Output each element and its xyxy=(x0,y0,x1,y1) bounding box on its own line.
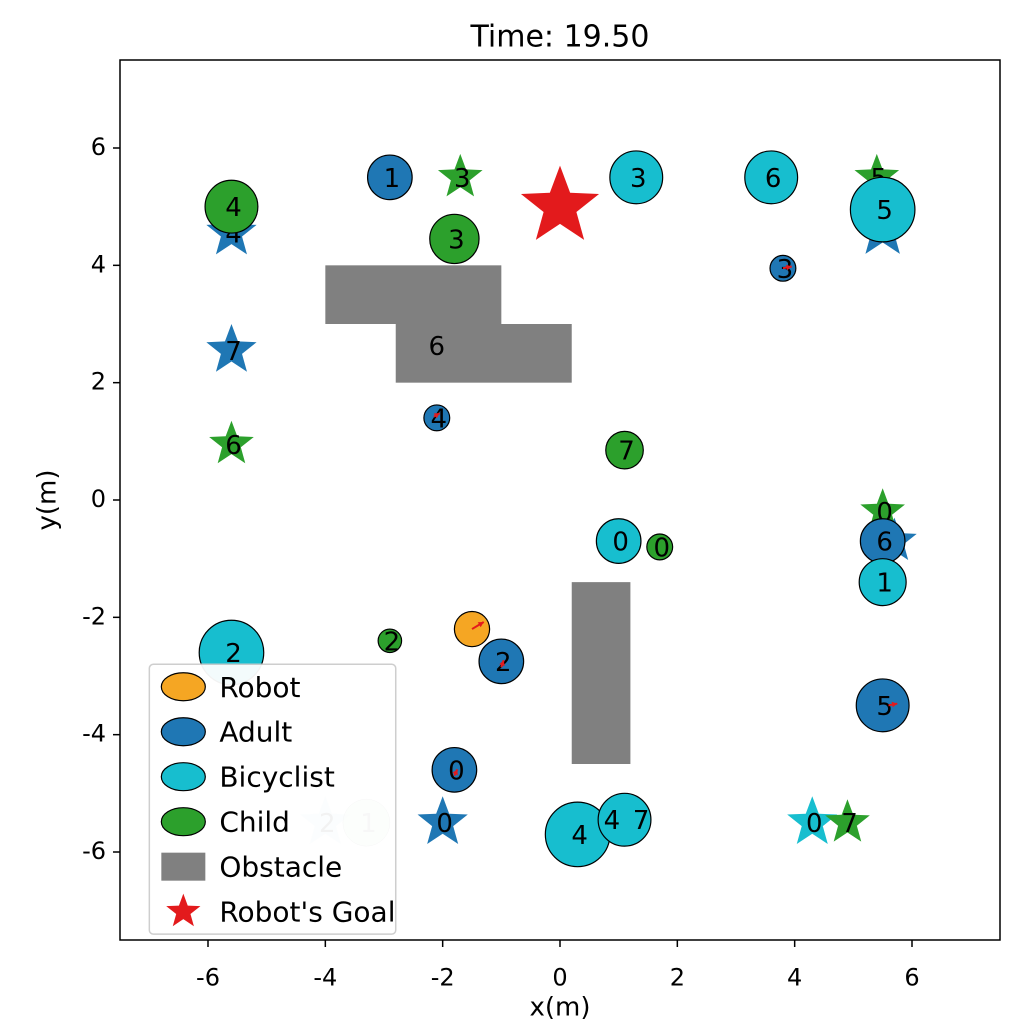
agent-label: 7 xyxy=(618,437,635,467)
star-label: 0 xyxy=(436,809,453,839)
y-tick-label: 6 xyxy=(91,133,106,161)
y-tick-label: 4 xyxy=(91,250,106,278)
agent-label: 2 xyxy=(384,627,401,657)
legend-marker-rect xyxy=(161,853,205,881)
legend-marker-circle xyxy=(161,718,205,746)
agent-label: 6 xyxy=(876,528,893,558)
agent-label: 0 xyxy=(612,528,629,558)
agent-label: 0 xyxy=(653,533,670,563)
agent-label: 4 xyxy=(571,821,588,851)
agent-label: 3 xyxy=(630,164,647,194)
agent-label: 3 xyxy=(777,255,794,285)
star-label: 3 xyxy=(454,164,471,194)
agent-label: 1 xyxy=(876,569,893,599)
obstacle-rect xyxy=(572,582,631,764)
agent-label: 4 xyxy=(604,806,621,836)
legend-marker-circle xyxy=(161,763,205,791)
x-tick-label: 2 xyxy=(670,964,685,992)
legend-label: Robot xyxy=(219,671,300,704)
agent-label: 5 xyxy=(876,692,893,722)
x-tick-label: 0 xyxy=(552,964,567,992)
legend-label: Child xyxy=(219,806,290,839)
y-tick-label: -2 xyxy=(82,602,106,630)
y-tick-label: -6 xyxy=(82,837,106,865)
x-axis-label: x(m) xyxy=(529,993,590,1023)
agent-label: 3 xyxy=(448,225,465,255)
star-label: 7 xyxy=(841,809,858,839)
agent-label: 5 xyxy=(876,196,893,226)
x-tick-label: -6 xyxy=(196,964,220,992)
chart-container: -6 -4 -2 0 2 4 6 -6 -4 -2 0 2 4 6 x(m) y(m) Time: 19.50 6… xyxy=(0,0,1023,1023)
obstacle-rect xyxy=(396,324,572,383)
y-tick-label: 2 xyxy=(91,368,106,396)
star-label: 7 xyxy=(225,337,242,367)
obstacle-rect xyxy=(325,265,501,324)
legend-marker-circle xyxy=(161,808,205,836)
legend-label: Robot's Goal xyxy=(219,896,395,929)
agent-label: 4 xyxy=(431,404,448,434)
x-tick-label: 4 xyxy=(787,964,802,992)
legend-label: Obstacle xyxy=(219,851,342,884)
star-label: 0 xyxy=(806,809,823,839)
star-label: 6 xyxy=(225,431,242,461)
y-axis-label: y(m) xyxy=(33,469,63,530)
simulation-plot: -6 -4 -2 0 2 4 6 -6 -4 -2 0 2 4 6 x(m) y(m) Time: 19.50 6… xyxy=(0,0,1023,1023)
agent-label: 1 xyxy=(384,164,401,194)
legend-marker-circle xyxy=(161,673,205,701)
y-tick-label: -4 xyxy=(82,720,106,748)
agent-label: 6 xyxy=(765,164,782,194)
agent-label: 7 xyxy=(633,806,650,836)
plot-title: Time: 19.50 xyxy=(470,20,650,55)
agent-label: 4 xyxy=(225,193,242,223)
legend-label: Adult xyxy=(219,716,292,749)
obstacle-label: 6 xyxy=(429,332,446,362)
x-tick-label: -2 xyxy=(431,964,455,992)
y-tick-label: 0 xyxy=(91,485,106,513)
x-tick-label: -4 xyxy=(313,964,337,992)
x-tick-label: 6 xyxy=(904,964,919,992)
legend-label: Bicyclist xyxy=(219,761,334,794)
legend: Robot Adult Bicyclist Child Obstacle Robot's … xyxy=(149,664,395,934)
